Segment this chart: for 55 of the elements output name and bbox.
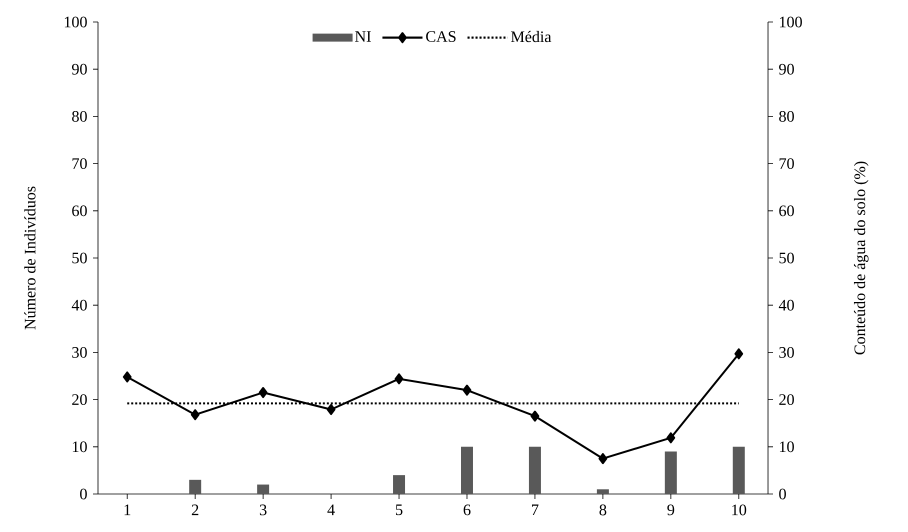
y-tick-label: 50 [72, 252, 87, 264]
point [258, 387, 268, 398]
point [394, 373, 404, 384]
point [598, 453, 608, 464]
y-tick-label: 30 [72, 347, 87, 358]
bar [528, 446, 541, 494]
y-tick-label: 80 [72, 111, 87, 122]
legend-label: CAS [426, 31, 456, 42]
point [666, 432, 676, 444]
x-tick-label: 5 [396, 504, 402, 516]
y-tick-label: 90 [72, 64, 87, 75]
point [190, 409, 200, 420]
x-tick-label: 4 [327, 504, 335, 516]
y2-tick-label: 50 [779, 252, 794, 264]
y2-axis-title: Conteúdo de água do solo (%) [854, 162, 869, 354]
bar [596, 489, 609, 494]
y-tick-label: 60 [72, 205, 87, 216]
point [530, 410, 540, 422]
y2-tick-label: 90 [779, 64, 794, 75]
bar [189, 480, 202, 494]
y2-tick-label: 30 [779, 347, 794, 358]
y2-tick-label: 100 [780, 16, 802, 28]
x-tick-label: 10 [732, 504, 746, 516]
point [122, 371, 132, 382]
x-tick-label: 7 [532, 504, 538, 516]
point [734, 348, 744, 360]
y2-tick-label: 80 [779, 111, 794, 122]
x-tick-label: 8 [600, 504, 606, 516]
x-tick-label: 9 [667, 504, 674, 516]
y-tick-label: 100 [64, 16, 87, 28]
y-axis-title: Número de Indivíduos [24, 186, 36, 330]
legend-label: NI [355, 31, 371, 42]
y2-tick-label: 40 [778, 300, 794, 311]
y-tick-label: 70 [72, 158, 87, 169]
x-tick-label: 2 [192, 504, 198, 516]
legend-label: Média [511, 30, 552, 42]
point [326, 404, 336, 416]
bar [664, 452, 677, 494]
bar [257, 484, 270, 494]
y-tick-label: 20 [72, 394, 87, 405]
y2-tick-label: 0 [779, 488, 786, 500]
y-tick-label: 0 [80, 488, 87, 500]
bar [393, 475, 406, 494]
y2-tick-label: 20 [779, 394, 794, 405]
x-tick-label: 3 [260, 504, 266, 516]
y-tick-label: 40 [72, 300, 87, 311]
bar [460, 446, 473, 494]
bar [732, 446, 745, 494]
y2-tick-label: 10 [780, 441, 794, 452]
y2-tick-label: 70 [780, 158, 794, 169]
x-tick-label: 1 [124, 504, 130, 516]
x-tick-label: 6 [464, 504, 471, 516]
y-tick-label: 10 [72, 441, 87, 452]
y2-tick-label: 60 [779, 205, 794, 216]
point [462, 384, 472, 396]
